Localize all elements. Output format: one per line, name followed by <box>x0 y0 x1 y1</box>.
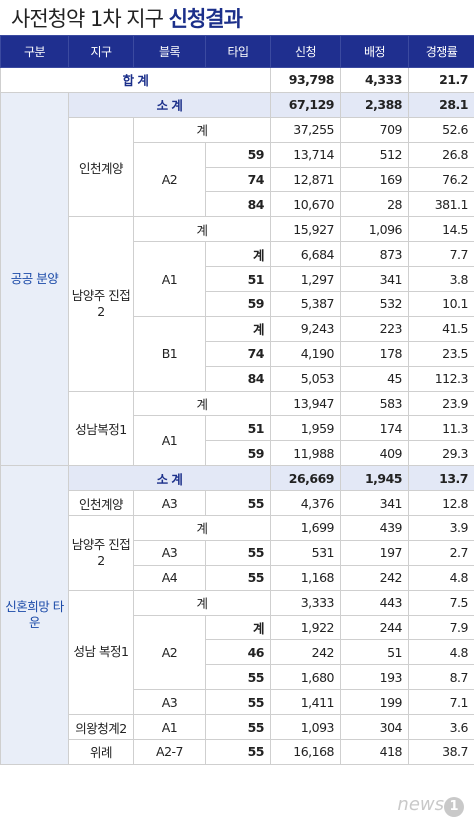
table-row: A1 계 6,684 873 7.7 <box>1 241 474 317</box>
district-name: 인천계양 <box>68 490 134 517</box>
table-row: 74 12,871 169 76.2 <box>1 166 474 193</box>
table-header-row: 구분 지구 블록 타입 신청 배정 경쟁률 <box>0 35 474 68</box>
col-header: 블록 <box>133 35 206 68</box>
table-row: 위례 A2-7 55 16,168 418 38.7 <box>1 739 474 765</box>
table-row: A2 59 13,714 512 26.8 <box>1 141 474 218</box>
newlywed-subtotal-row: 신혼희망 타운 소 계 26,669 1,945 13.7 <box>0 465 474 765</box>
category-public: 공공 분양 <box>0 91 69 467</box>
table-row: 74 4,190 178 23.5 <box>1 340 474 367</box>
col-header: 배정 <box>340 35 409 68</box>
district-name: 성남 복정1 <box>68 589 134 716</box>
district-name: 의왕청계2 <box>68 714 134 741</box>
grand-total-row: 합 계 93,798 4,333 21.7 <box>0 67 474 93</box>
table-row: 성남 복정1 계 3,333 443 7.5 <box>1 589 474 716</box>
district-name: 위례 <box>68 739 134 765</box>
col-header: 구분 <box>0 35 69 68</box>
col-header: 경쟁률 <box>408 35 474 68</box>
table-row: 남양주 진접2 계 1,699 439 3.9 <box>1 515 474 591</box>
table-row: 84 10,670 28 381.1 <box>1 191 474 218</box>
district-name: 남양주 진접2 <box>68 216 134 392</box>
col-header: 신청 <box>270 35 341 68</box>
district-name: 남양주 진접2 <box>68 515 134 591</box>
table-row: 남양주 진접2 계 15,927 1,096 14.5 <box>1 216 474 392</box>
page-title: 사전청약 1차 지구 신청결과 <box>11 7 243 31</box>
col-header: 타입 <box>205 35 271 68</box>
table-row: A3 55 1,411 199 7.1 <box>1 689 474 716</box>
public-subtotal-row: 공공 분양 소 계 67,129 2,388 28.1 <box>0 91 474 467</box>
news1-logo: news 1 <box>397 794 464 817</box>
results-table: 구분 지구 블록 타입 신청 배정 경쟁률 합 계 93,798 4,333 2… <box>0 35 474 765</box>
table-row: A3 55 531 197 2.7 <box>1 539 474 566</box>
table-row: 84 5,053 45 112.3 <box>1 365 474 392</box>
table-row: 성남복정1 계 13,947 583 23.9 <box>1 390 474 467</box>
district-name: 성남복정1 <box>68 390 134 467</box>
category-newlywed: 신혼희망 타운 <box>0 465 69 765</box>
district-name: 인천계양 <box>68 116 134 218</box>
table-row: 의왕청계2 A1 55 1,093 304 3.6 <box>1 714 474 741</box>
table-row: 인천계양 계 37,255 709 52.6 <box>1 116 474 218</box>
grand-total-label: 합 계 <box>0 67 271 93</box>
table-row: 인천계양 A3 55 4,376 341 12.8 <box>1 490 474 517</box>
col-header: 지구 <box>68 35 134 68</box>
table-row: A1 51 1,959 174 11.3 <box>1 415 474 467</box>
